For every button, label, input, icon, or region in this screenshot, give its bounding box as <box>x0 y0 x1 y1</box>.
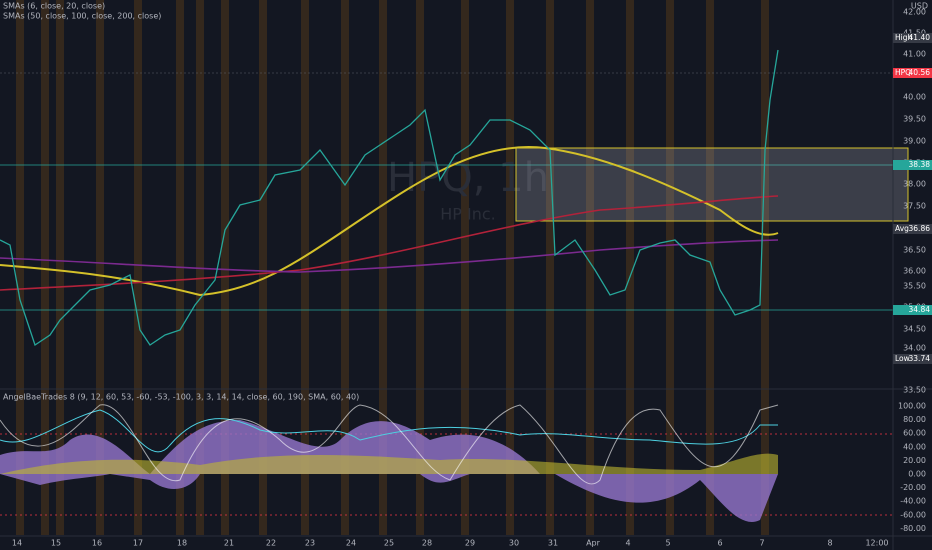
price-tag <box>893 224 932 234</box>
session-band <box>221 0 229 535</box>
time-label: 6 <box>717 539 722 548</box>
time-label: 17 <box>133 539 143 548</box>
session-band <box>586 0 594 535</box>
price-tag <box>893 68 932 78</box>
oscillator-label: -60.00 <box>900 510 926 519</box>
session-band <box>461 0 469 535</box>
time-label: 24 <box>346 539 356 548</box>
price-tag-value: 40.56 <box>909 68 931 77</box>
sma-100 <box>0 195 779 291</box>
price-tag <box>893 160 932 170</box>
currency: USD <box>911 2 928 11</box>
session-band <box>506 0 514 535</box>
price-label: 34.00 <box>903 344 926 353</box>
time-label: Apr <box>586 539 601 548</box>
price-tag-name: Low <box>895 354 910 363</box>
oscillator-label: -40.00 <box>900 497 926 506</box>
time-label: 29 <box>465 539 475 548</box>
price-tag-name: HPQ <box>895 68 911 77</box>
oscillator-label: 60.00 <box>903 429 926 438</box>
price-tag <box>893 354 932 364</box>
price-tag <box>893 33 932 43</box>
session-band <box>341 0 349 535</box>
price-label: 38.00 <box>903 180 926 189</box>
price-label: 33.50 <box>903 386 926 395</box>
time-label: 30 <box>509 539 519 548</box>
session-band <box>666 0 674 535</box>
price-label: 36.50 <box>903 246 926 255</box>
oscillator-label: 100.00 <box>898 402 926 411</box>
price-label: 34.50 <box>903 325 926 334</box>
session-band <box>134 0 142 535</box>
oscillator-title: AngelBaeTrades 8 (9, 12, 60, 53, -60, -5… <box>3 393 359 402</box>
session-band <box>761 0 769 535</box>
price-label: 40.00 <box>903 93 926 102</box>
price-tag-name: Avg <box>895 224 909 233</box>
time-label: 28 <box>422 539 432 548</box>
session-band <box>56 0 64 535</box>
time-label: 4 <box>625 539 630 548</box>
time-label: 14 <box>12 539 22 548</box>
price-tag-value: 38.38 <box>909 160 931 169</box>
time-label: 18 <box>177 539 187 548</box>
axes: 42.0041.5041.0040.0039.5039.0038.5038.00… <box>0 8 932 548</box>
price-tag-value: 36.86 <box>909 224 931 233</box>
price-tag-name: High <box>895 33 912 42</box>
osc-line <box>0 404 779 485</box>
session-band <box>416 0 424 535</box>
price-label: 39.50 <box>903 115 926 124</box>
price-label: 37.50 <box>903 202 926 211</box>
time-label: 5 <box>665 539 670 548</box>
session-band <box>96 0 104 535</box>
price-tag-value: 41.40 <box>909 33 931 42</box>
price-label: 36.00 <box>903 267 926 276</box>
oscillator-label: 40.00 <box>903 442 926 451</box>
price-label: 41.00 <box>903 50 926 59</box>
session-band <box>626 0 634 535</box>
time-label: 25 <box>384 539 394 548</box>
osc-line <box>0 409 778 453</box>
session-band <box>301 0 309 535</box>
watermark-company: HP Inc. <box>440 205 496 224</box>
indicator-label: SMAs (6, close, 20, close) <box>3 2 105 11</box>
oscillator-label: 80.00 <box>903 415 926 424</box>
sma-50 <box>0 146 779 297</box>
zone-box <box>515 147 909 222</box>
watermark: HPQ, 1h <box>387 155 549 201</box>
time-label: 22 <box>266 539 276 548</box>
time-label: 31 <box>548 539 558 548</box>
osc-area-down <box>0 474 778 522</box>
oscillator-label: -80.00 <box>900 524 926 533</box>
time-label: 16 <box>92 539 102 548</box>
indicator-label: SMAs (50, close, 100, close, 200, close) <box>3 12 161 21</box>
price-tag <box>893 305 932 315</box>
time-label: 12:00 <box>865 539 888 548</box>
osc-area-yellow <box>0 453 778 474</box>
price-tag-value: 34.84 <box>909 305 931 314</box>
oscillator-label: -20.00 <box>900 483 926 492</box>
time-label: 21 <box>224 539 234 548</box>
price-label: 42.00 <box>903 8 926 17</box>
price-label: 39.00 <box>903 137 926 146</box>
price-tag-value: 33.74 <box>909 354 931 363</box>
sma-200 <box>0 239 779 273</box>
time-label: 7 <box>759 539 764 548</box>
session-band <box>706 0 714 535</box>
oscillator-label: 20.00 <box>903 456 926 465</box>
time-label: 8 <box>827 539 832 548</box>
session-band <box>41 0 49 535</box>
price-line <box>0 49 779 347</box>
time-label: 23 <box>305 539 315 548</box>
session-band <box>546 0 554 535</box>
time-label: 15 <box>51 539 61 548</box>
oscillator-label: 0.00 <box>908 470 926 479</box>
price-label: 35.50 <box>903 282 926 291</box>
session-band <box>259 0 267 535</box>
